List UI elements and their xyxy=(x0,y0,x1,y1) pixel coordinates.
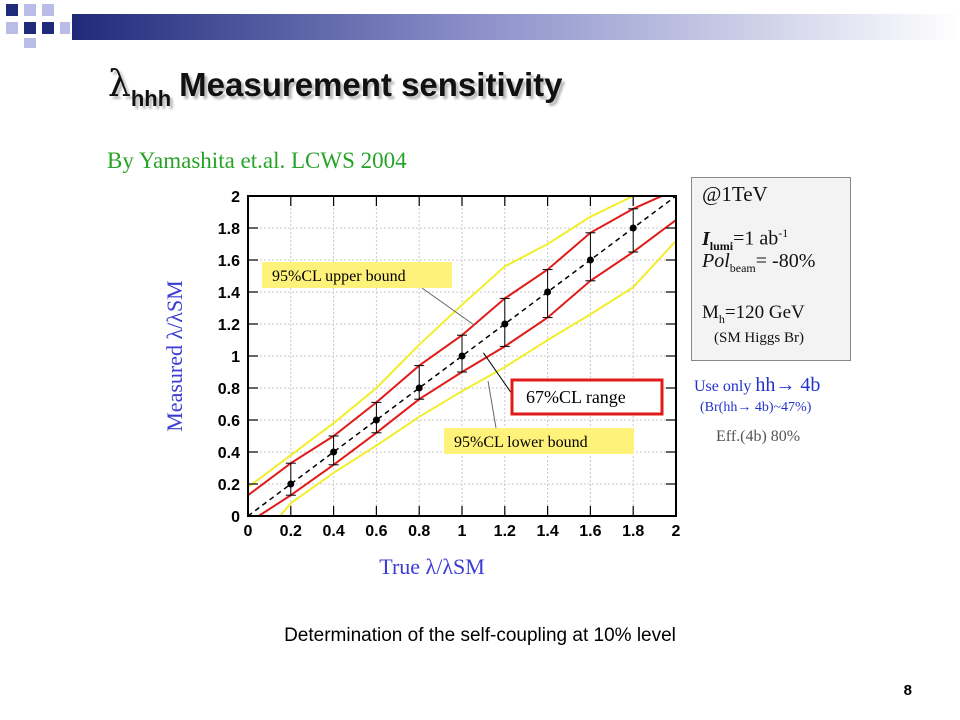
annotation-67: 67%CL range xyxy=(526,387,626,407)
deco-square xyxy=(6,22,18,34)
y-axis-label: Measured λ/λSM xyxy=(162,280,187,432)
data-point xyxy=(544,288,552,296)
higgs-mass-label: Mh=120 GeV xyxy=(702,302,805,327)
slide-header-banner xyxy=(0,0,960,48)
x-axis-label: True λ/λSM xyxy=(379,554,485,579)
lambda-sensitivity-chart: 0 0.2 0.4 0.6 0.8 1 1.2 1.4 1.6 1.8 2 0 0.2 0.4 0.6 0.8… xyxy=(162,189,681,579)
deco-square xyxy=(60,22,70,34)
title-text: Measurement sensitivity xyxy=(179,66,563,103)
efficiency-note: Eff.(4b) 80% xyxy=(716,428,801,445)
deco-square xyxy=(42,22,54,34)
use-only-note: Use only hh→ 4b xyxy=(694,374,820,397)
plot-content xyxy=(248,196,676,516)
x-tick-label: 1 xyxy=(458,523,467,540)
y-tick-label: 0 xyxy=(231,509,240,526)
slide-title: λhhh Measurement sensitivity xyxy=(108,64,562,112)
y-tick-label: 1.4 xyxy=(218,285,240,302)
page-number: 8 xyxy=(903,682,912,699)
annotation-leader-95-lower xyxy=(487,381,497,429)
reference-diagonal xyxy=(248,196,676,516)
y-tick-label: 1.2 xyxy=(218,317,240,334)
y-tick-label: 1.6 xyxy=(218,253,240,270)
data-point xyxy=(629,224,637,232)
header-gradient xyxy=(72,14,960,40)
x-tick-label: 0.6 xyxy=(365,523,387,540)
data-point xyxy=(330,448,338,456)
band-line-95-cl-lower xyxy=(279,240,676,516)
lumi-sub: lumi xyxy=(709,238,734,253)
annotation-95-upper: 95%CL upper bound xyxy=(272,268,406,285)
y-tick-label: 0.4 xyxy=(218,445,240,462)
y-tick-label: 1.8 xyxy=(218,221,240,238)
x-tick-label: 0.4 xyxy=(322,523,344,540)
data-point xyxy=(501,320,509,328)
x-tick-label: 0 xyxy=(244,523,253,540)
deco-square xyxy=(6,4,18,16)
data-point xyxy=(287,480,295,488)
data-point xyxy=(458,352,466,360)
run-parameters-box: @1TeV Ilumi=1 ab-1 Polbeam= -80% Mh=120 … xyxy=(691,177,851,361)
annotation-box-95-lower xyxy=(444,428,634,454)
mass-value: =120 GeV xyxy=(724,302,805,323)
lumi-value: =1 ab xyxy=(733,227,779,250)
y-tick-label: 1 xyxy=(231,349,240,366)
deco-square xyxy=(24,4,36,16)
deco-square xyxy=(24,38,36,48)
energy-label: @1TeV xyxy=(702,182,768,206)
annotation-leader-67 xyxy=(482,352,513,395)
data-point xyxy=(415,384,423,392)
x-tick-label: 0.8 xyxy=(408,523,430,540)
polarization-label: Polbeam= -80% xyxy=(702,250,815,276)
citation-byline: By Yamashita et.al. LCWS 2004 xyxy=(107,148,407,173)
annotation-leader-95-upper xyxy=(421,287,473,325)
lumi-symbol: I xyxy=(702,227,710,250)
data-point xyxy=(586,256,594,264)
title-subscript: hhh xyxy=(130,86,172,111)
x-tick-label: 1.8 xyxy=(622,523,644,540)
y-tick-label: 0.8 xyxy=(218,381,240,398)
annotation-box-67 xyxy=(510,378,664,416)
lumi-exp: -1 xyxy=(778,226,789,240)
x-tick-label: 1.6 xyxy=(579,523,601,540)
x-tick-label: 1.2 xyxy=(494,523,516,540)
annotation-95-lower: 95%CL lower bound xyxy=(454,434,588,451)
slide-caption: Determination of the self-coupling at 10… xyxy=(284,625,676,646)
pol-value: = -80% xyxy=(755,250,816,272)
use-only-label: Use only xyxy=(694,378,752,395)
band-line-95-cl-upper xyxy=(248,196,639,489)
y-tick-label: 0.2 xyxy=(218,477,240,494)
higgs-br-note: (SM Higgs Br) xyxy=(714,330,805,346)
x-tick-label: 2 xyxy=(672,523,681,540)
title-lambda: λ xyxy=(108,64,131,105)
luminosity-label: Ilumi=1 ab-1 xyxy=(702,226,788,254)
x-tick-label: 1.4 xyxy=(536,523,558,540)
mass-label: M xyxy=(702,302,719,323)
pol-label: Pol xyxy=(702,250,730,272)
channel-label: hh→ 4b xyxy=(755,374,821,396)
branching-ratio-note: (Br(hh→ 4b)~47%) xyxy=(700,400,812,415)
y-tick-label: 2 xyxy=(231,189,240,206)
data-point xyxy=(372,416,380,424)
header-gradient-bar xyxy=(6,4,960,48)
deco-square xyxy=(24,22,36,34)
deco-square xyxy=(42,4,54,16)
x-tick-label: 0.2 xyxy=(280,523,302,540)
mass-sub: h xyxy=(718,311,725,326)
annotation-box-95-upper xyxy=(262,262,452,288)
y-tick-label: 0.6 xyxy=(218,413,240,430)
pol-sub: beam xyxy=(729,261,756,275)
